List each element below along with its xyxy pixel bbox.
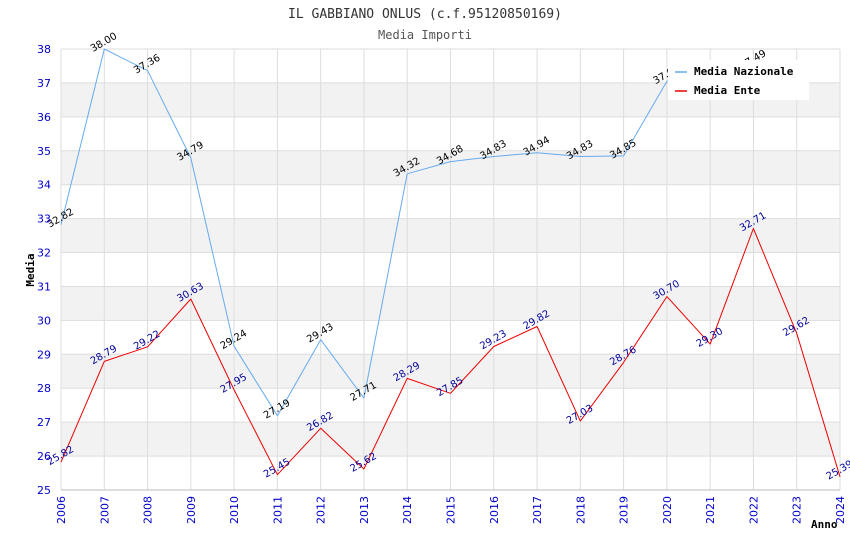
x-tick-label: 2016 [488,496,501,524]
x-tick-label: 2019 [618,496,631,524]
series-line-media-ente [60,228,841,477]
series-line-media-nazionale [60,48,754,417]
x-tick-label: 2017 [531,496,544,524]
x-tick-label: 2006 [55,496,68,524]
y-tick-label: 33 [37,213,51,226]
legend: Media Nazionale Media Ente [668,60,809,100]
x-axis-ticks: 2006 2007 2008 2009 2010 2011 2012 2013 2014 2015… [55,496,847,524]
y-tick-label: 31 [37,280,51,293]
y-tick-label: 25 [37,484,51,497]
x-tick-label: 2012 [315,496,328,524]
y-axis-ticks: 25 26 27 28 29 30 31 32 33 34 35 36 37 38 [37,43,51,497]
y-tick-label: 28 [37,382,51,395]
x-tick-label: 2020 [661,496,674,524]
chart-subtitle: Media Importi [378,28,472,42]
x-tick-label: 2022 [747,496,760,524]
legend-label-media-ente: Media Ente [694,84,761,97]
y-tick-label: 36 [37,111,51,124]
x-tick-label: 2015 [445,496,458,524]
y-axis-label: Media [24,253,37,286]
x-tick-label: 2009 [185,496,198,524]
y-tick-label: 38 [37,43,51,56]
grid-lines [60,48,841,491]
x-tick-label: 2021 [704,496,717,524]
legend-box [668,60,809,100]
x-tick-label: 2018 [574,496,587,524]
y-tick-label: 29 [37,348,51,361]
x-tick-label: 2007 [98,496,111,524]
y-tick-label: 26 [37,450,51,463]
legend-label-media-nazionale: Media Nazionale [694,65,794,78]
y-tick-label: 30 [37,314,51,327]
x-tick-label: 2024 [834,496,847,524]
x-axis-label: Anno [811,518,838,531]
series-lines [60,48,841,477]
x-tick-label: 2014 [401,496,414,524]
y-tick-label: 37 [37,77,51,90]
chart-title: IL GABBIANO ONLUS (c.f.95120850169) [288,7,562,22]
y-tick-label: 34 [37,179,51,192]
y-tick-label: 35 [37,145,51,158]
x-tick-label: 2008 [142,496,155,524]
x-tick-label: 2013 [358,496,371,524]
x-tick-label: 2010 [228,496,241,524]
x-tick-label: 2011 [271,496,284,524]
y-tick-label: 27 [37,416,51,429]
x-tick-label: 2023 [791,496,804,524]
y-tick-label: 32 [37,247,51,260]
